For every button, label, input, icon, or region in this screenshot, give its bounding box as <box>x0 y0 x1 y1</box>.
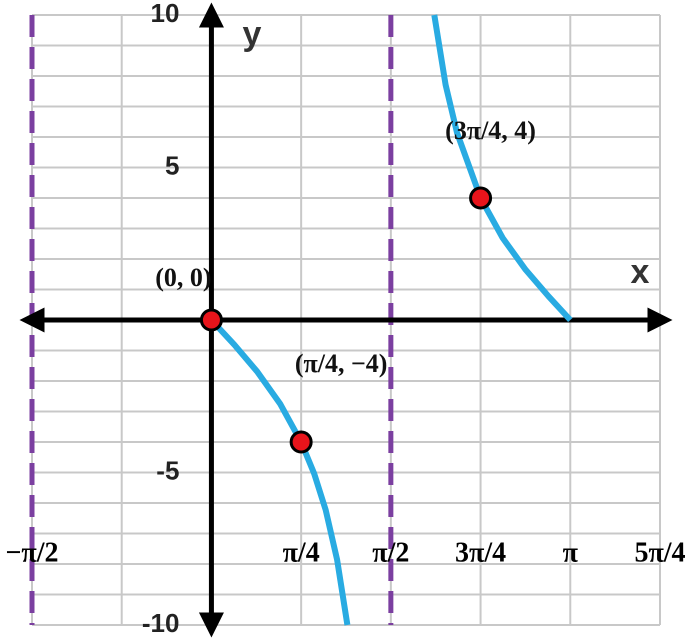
y-axis-label: y <box>243 15 262 53</box>
x-tick-label: −π/2 <box>5 537 58 568</box>
x-tick-label: 3π/4 <box>455 537 506 568</box>
grid <box>31 14 661 626</box>
point-label: (3π/4, 4) <box>445 116 536 145</box>
point <box>469 186 493 210</box>
point-label: (0, 0) <box>155 263 211 292</box>
x-tick-label: π/2 <box>372 537 409 568</box>
x-tick-label: π <box>563 537 579 568</box>
y-tick-label: -10 <box>142 608 180 638</box>
x-tick-label: 5π/4 <box>634 537 685 568</box>
x-axis-label: x <box>631 253 650 291</box>
point <box>289 430 313 454</box>
plot: -10 -5 5 10 −π/2 π/4 π/2 3π/4 π 5π/4 (0, 0) (π/4, −… <box>5 0 685 638</box>
x-tick-label: π/4 <box>283 537 320 568</box>
y-tick-label: -5 <box>156 455 179 485</box>
y-tick-label: 5 <box>165 150 179 180</box>
point <box>199 308 223 332</box>
y-tick-label: 10 <box>151 0 180 28</box>
point-label: (π/4, −4) <box>295 349 388 378</box>
